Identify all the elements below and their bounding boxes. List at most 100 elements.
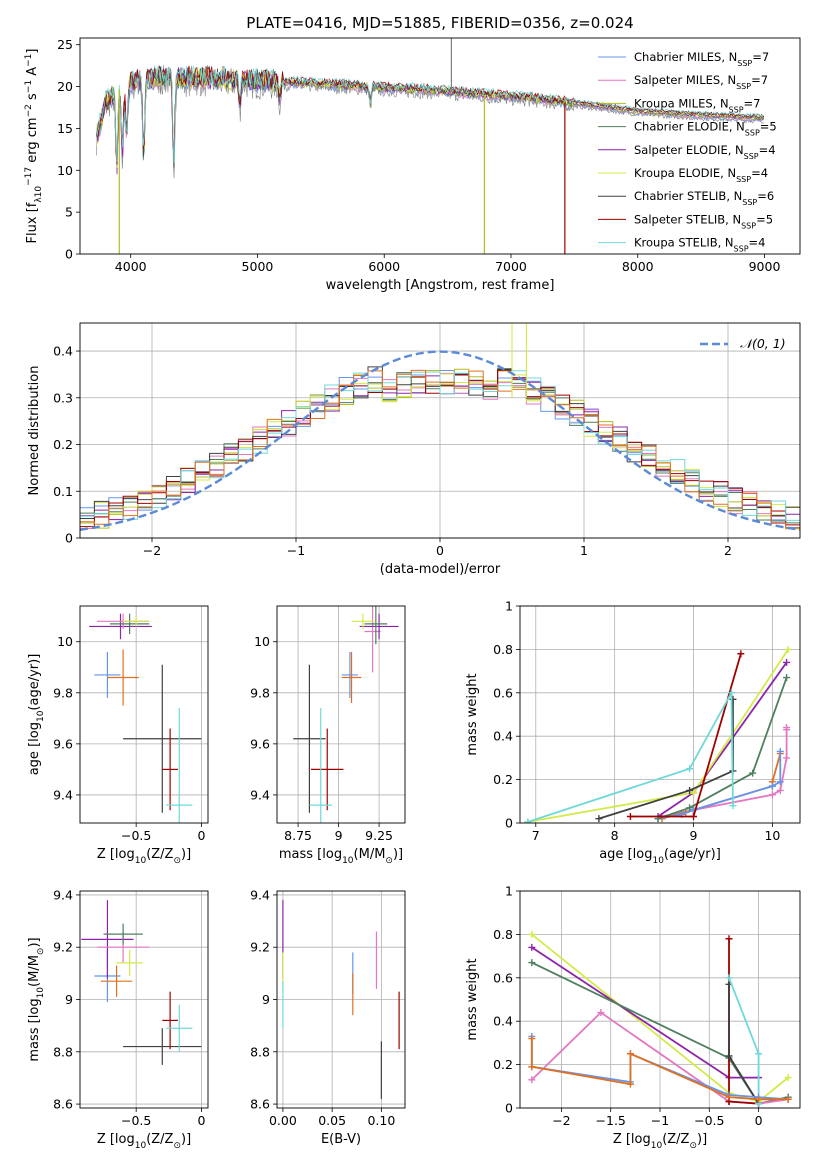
series-marker [784,1095,792,1103]
grid-lines [277,891,405,1108]
plot-area [81,900,202,1065]
plot-area [293,606,399,823]
errorbar-point [110,613,150,635]
legend-entry: Chabrier STELIB, NSSP=6 [634,189,774,207]
y-tick-label: 0.4 [493,729,513,744]
series-marker [725,935,733,943]
y-tick-label: 0.3 [53,390,73,405]
errorbar-point [123,664,202,813]
x-axis-label-part: (Z/Z [662,1132,689,1147]
y-tick-label: 20 [57,79,73,94]
x-tick-label: −0.5 [694,1113,724,1128]
y-tick-label: 9.2 [53,940,73,955]
x-axis-label-part: ⊙ [173,856,181,866]
legend-sub: SSP [741,221,756,230]
series-marker [528,959,536,967]
x-tick-label: 0 [755,1113,763,1128]
y-axis-label-part: A [25,67,40,80]
series-marker [725,1093,733,1101]
errorbar-point [166,708,193,823]
legend-sub: SSP [737,59,752,68]
legend-val: =7 [752,50,769,64]
legend-val: =5 [756,212,773,226]
legend-entry: Kroupa STELIB, NSSP=4 [634,236,765,254]
x-tick-label: 2 [724,543,732,558]
errorbar-point [341,651,362,704]
legend-label: Chabrier STELIB, N [634,189,742,203]
y-axis-label-part: −1 [24,80,34,93]
errorbar-point [359,613,399,640]
plot-area [282,900,400,1099]
x-tick-label: 6000 [368,259,400,274]
legend-label: Salpeter ELODIE, N [634,143,744,157]
series-marker [595,815,603,823]
legend-val: =4 [749,236,766,250]
y-tick-label: 0.6 [493,685,513,700]
axes: −0.5 08.68.899.29.4Z [log10(Z/Z⊙)]mass [l… [27,887,209,1151]
x-tick-label: 8000 [622,259,654,274]
y-axis-label-part: (age/yr)] [27,654,42,711]
axes: 4000 5000 6000 7000 8000 9000 0 5 10 15 20 25 wavele… [24,37,801,293]
figure-title: PLATE=0416, MJD=51885, FIBERID=0356, z=0… [246,14,633,32]
legend-entry: Kroupa MILES, NSSP=7 [634,96,760,114]
x-axis-label-part: 10 [135,1141,147,1151]
y-tick-label: 0.2 [493,772,513,787]
massweight-vs-metallicity-panel: −2 −1.5 −1 −0.5 0 0 0.2 0.4 0.6 0.8 1 Z [log10(Z/Z⊙… [465,884,801,1151]
plot-area [524,645,792,823]
y-axis-label-part: age [log [27,722,42,775]
y-tick-label: 1 [505,884,513,899]
legend-sub: SSP [742,198,757,207]
y-tick-label: 0.2 [53,437,73,452]
x-axis-label-part: (age/yr)] [664,847,721,862]
series-marker [776,778,784,786]
series-marker [626,812,634,820]
y-axis-label-part: −17 [24,167,34,186]
series-marker [737,650,745,658]
y-axis-label-part: (M/M [27,955,42,987]
y-tick-label: 25 [57,37,73,52]
x-tick-label: −2 [552,1113,570,1128]
series-marker [626,1050,634,1058]
x-axis-label-part: 10 [342,856,354,866]
x-axis-label-part: 10 [651,1141,663,1151]
errorbar-point [94,651,121,698]
axes-frame [79,605,209,824]
y-tick-label: 10 [254,634,270,649]
errorbar-point [103,923,143,945]
y-tick-label: 15 [57,121,73,136]
legend-label: Chabrier ELODIE, N [634,120,745,134]
y-tick-label: 5 [65,205,73,220]
y-tick-label: 9.6 [53,736,73,751]
mass-vs-metallicity-panel: −0.5 08.68.899.29.4Z [log10(Z/Z⊙)]mass [l… [27,887,209,1151]
y-axis-label-part: s [25,93,40,104]
axes-frame [519,605,801,824]
series-line [657,751,782,820]
y-axis-label-part: 10 [36,710,46,722]
legend-label: Salpeter STELIB, N [634,212,741,226]
errorbar-point [364,606,388,645]
y-tick-label: 1 [505,599,513,614]
x-tick-label: 0.05 [318,1113,346,1128]
x-tick-label: 0 [197,828,205,843]
x-tick-label: 1 [580,543,588,558]
legend-label: Kroupa STELIB, N [634,236,734,250]
series-marker [528,930,536,938]
series-marker [690,789,698,797]
y-tick-label: 0.8 [493,927,513,942]
y-tick-label: 0.2 [493,1057,513,1072]
axes-frame [79,37,801,255]
series-line [527,689,734,823]
y-tick-label: 0 [65,531,73,546]
errorbar-point [107,649,139,706]
y-axis-label-part: ] [25,49,40,54]
series-line [531,946,759,1079]
x-axis-label-part: ⊙ [173,1141,181,1151]
legend-sub: SSP [736,82,751,91]
y-tick-label: 0 [505,1101,513,1116]
legend-entry: Chabrier ELODIE, NSSP=5 [634,120,777,138]
y-tick-label: 0.1 [53,484,73,499]
y-tick-label: 9.4 [250,787,270,802]
errorbar-point [311,728,344,811]
series-marker [755,1050,763,1058]
